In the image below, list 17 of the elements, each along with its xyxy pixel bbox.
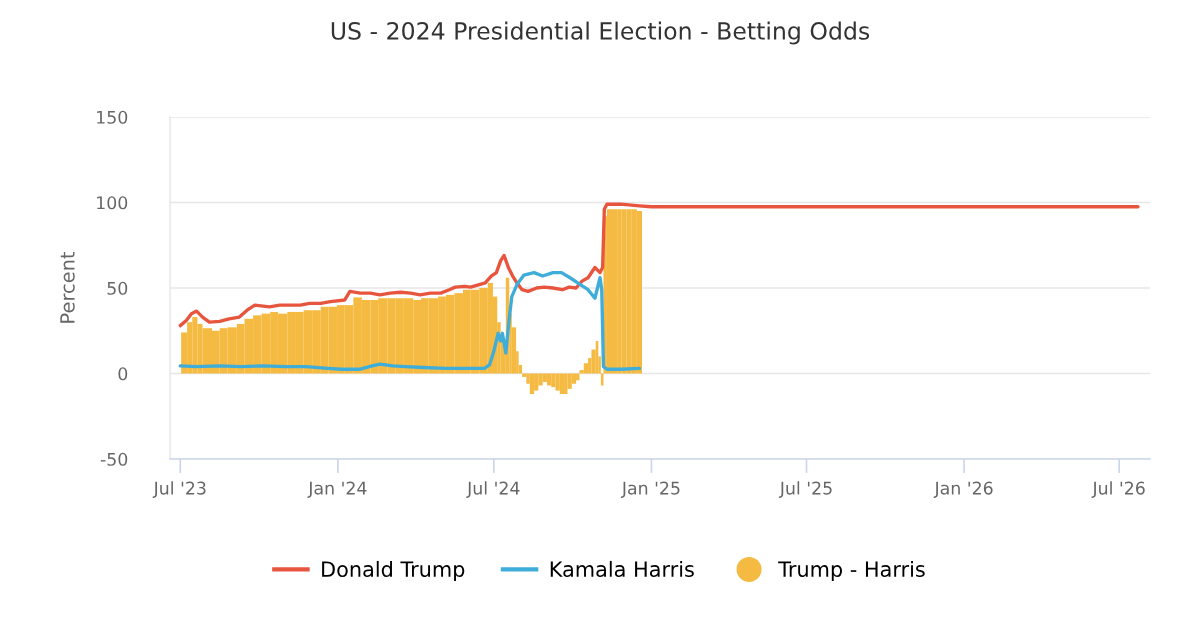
x-tick-label: Jul '23 bbox=[152, 481, 206, 498]
y-tick-label: 100 bbox=[97, 196, 128, 210]
y-axis-title: Percent bbox=[60, 251, 75, 323]
y-tick-label: 0 bbox=[118, 367, 128, 381]
legend-label: Trump - Harris bbox=[778, 560, 925, 582]
x-tick-label: Jan '25 bbox=[620, 481, 680, 498]
x-tick-label: Jul '25 bbox=[778, 481, 832, 498]
chart-title: US - 2024 Presidential Election - Betting Odds bbox=[331, 21, 870, 45]
y-tick-label: -50 bbox=[100, 452, 128, 466]
y-tick-label: 150 bbox=[97, 110, 128, 124]
x-tick-label: Jul '24 bbox=[466, 481, 520, 498]
x-tick-label: Jul '26 bbox=[1091, 481, 1145, 498]
y-tick-label: 50 bbox=[107, 281, 128, 295]
legend-label: Donald Trump bbox=[322, 560, 465, 582]
legend-label: Kamala Harris bbox=[550, 560, 694, 578]
x-tick-label: Jan '24 bbox=[307, 481, 367, 498]
x-tick-label: Jan '26 bbox=[933, 481, 993, 498]
